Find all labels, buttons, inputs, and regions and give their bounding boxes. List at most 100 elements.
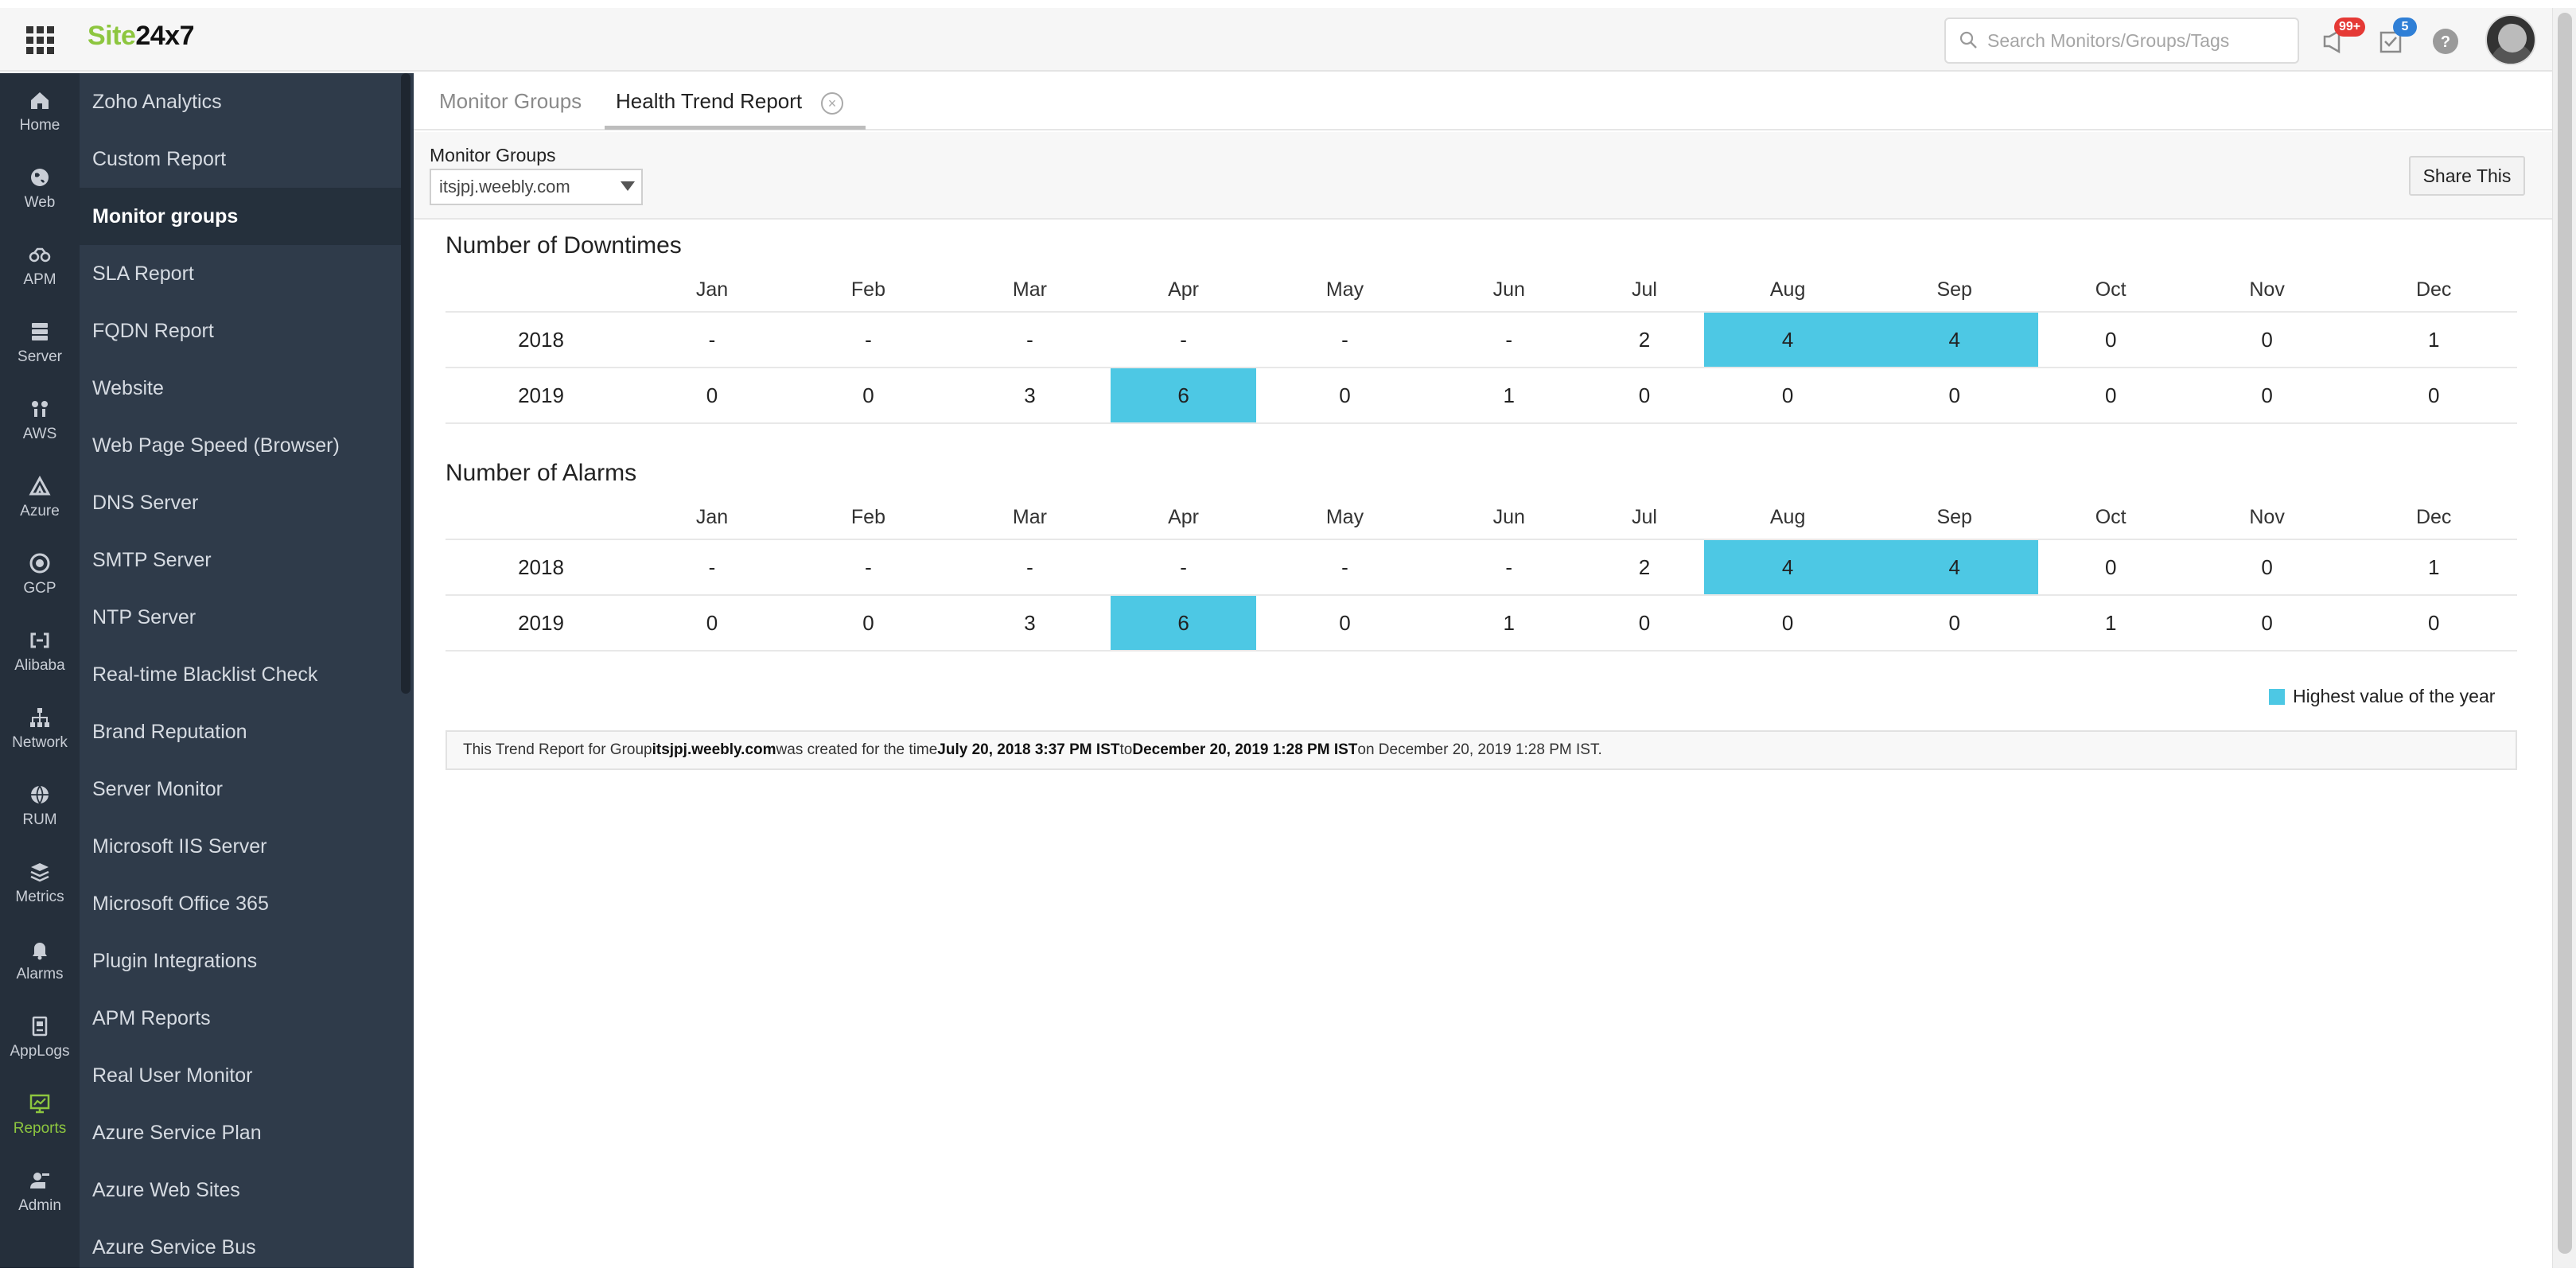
rail-item-server[interactable]: Server (0, 306, 80, 379)
globe-icon (31, 169, 49, 186)
sidebar-item-ntp-server[interactable]: NTP Server (92, 605, 197, 628)
value-cell: 0 (636, 368, 788, 424)
user-avatar[interactable] (2485, 14, 2536, 65)
svg-text:?: ? (2441, 33, 2450, 51)
info-to: December 20, 2019 1:28 PM IST (1132, 741, 1358, 758)
rail-item-metrics[interactable]: Metrics (0, 846, 80, 920)
value-cell: 3 (948, 368, 1111, 424)
alibaba-icon (30, 632, 49, 648)
value-cell: - (787, 312, 949, 368)
sidebar-item-real-time-blacklist-check[interactable]: Real-time Blacklist Check (92, 663, 318, 686)
rail-item-home[interactable]: Home (0, 75, 80, 148)
month-header-jan: Jan (636, 269, 788, 313)
value-cell: 6 (1110, 595, 1257, 652)
applogs-icon (32, 1016, 48, 1037)
rail-item-label: Admin (18, 1197, 61, 1214)
rail-item-alarms[interactable]: Alarms (0, 924, 80, 997)
primary-nav-rail: Home Web APM Server AWS Azure GCP Alibaba Networ… (0, 73, 80, 1268)
rum-icon (31, 785, 49, 804)
rail-item-admin[interactable]: Admin (0, 1155, 80, 1228)
value-cell: 0 (2037, 368, 2184, 424)
sidebar-item-server-monitor[interactable]: Server Monitor (92, 777, 223, 800)
year-cell: 2019 (446, 368, 636, 424)
page-scrollbar-thumb[interactable] (2558, 13, 2572, 1254)
sidebar-item-smtp-server[interactable]: SMTP Server (92, 548, 212, 571)
sidebar-item-website[interactable]: Website (92, 376, 164, 399)
sidebar-item-real-user-monitor[interactable]: Real User Monitor (92, 1064, 253, 1087)
month-header-aug: Aug (1704, 496, 1871, 540)
value-cell: - (1433, 539, 1585, 596)
rail-item-apm[interactable]: APM (0, 229, 80, 302)
rail-item-aws[interactable]: AWS (0, 383, 80, 457)
rail-item-gcp[interactable]: GCP (0, 538, 80, 611)
value-cell: 0 (1704, 595, 1871, 652)
legend-label: Highest value of the year (2293, 686, 2496, 706)
network-icon (30, 708, 49, 727)
month-header-jan: Jan (636, 496, 788, 540)
value-cell: 0 (1870, 368, 2038, 424)
sidebar-item-brand-reputation[interactable]: Brand Reputation (92, 720, 247, 743)
year-cell: 2018 (446, 539, 636, 596)
month-header-nov: Nov (2183, 269, 2351, 313)
month-header-apr: Apr (1110, 269, 1257, 313)
sidebar-item-sla-report[interactable]: SLA Report (92, 262, 194, 285)
sidebar-item-azure-service-plan[interactable]: Azure Service Plan (92, 1121, 262, 1144)
value-cell: 4 (1704, 312, 1871, 368)
rail-item-label: Network (12, 734, 68, 751)
value-cell: 0 (2183, 595, 2351, 652)
sidebar-item-azure-service-bus[interactable]: Azure Service Bus (92, 1235, 256, 1258)
tasks-button[interactable]: 5 (2376, 18, 2417, 57)
sidebar-item-monitor-groups[interactable]: Monitor groups (80, 188, 401, 245)
value-cell: - (1110, 312, 1257, 368)
rail-item-reports[interactable]: Reports (0, 1078, 80, 1151)
rail-item-rum[interactable]: RUM (0, 769, 80, 842)
rail-item-applogs[interactable]: AppLogs (0, 1001, 80, 1074)
search-icon (1959, 31, 1977, 49)
notifications-button[interactable]: 99+ (2318, 18, 2366, 57)
rail-item-label: Alibaba (14, 657, 65, 674)
sidebar-item-apm-reports[interactable]: APM Reports (92, 1006, 211, 1029)
sidebar-scrollbar[interactable] (401, 73, 411, 694)
month-header-nov: Nov (2183, 496, 2351, 540)
downtimes-table: Jan Feb Mar Apr May Jun Jul Aug Sep Oct Nov Dec 2018… (446, 269, 2517, 424)
rail-item-azure[interactable]: Azure (0, 461, 80, 534)
sidebar-item-web-page-speed-browser[interactable]: Web Page Speed (Browser) (92, 434, 340, 457)
rail-item-label: Azure (20, 503, 60, 519)
sidebar-item-plugin-integrations[interactable]: Plugin Integrations (92, 949, 258, 972)
table-row: 2018- - - - - -2 4 4 0 0 1 (446, 539, 2517, 596)
page-scrollbar[interactable] (2552, 8, 2576, 1268)
app-launcher-button[interactable] (0, 8, 80, 72)
rail-item-web[interactable]: Web (0, 152, 80, 225)
sidebar-item-microsoft-office-365[interactable]: Microsoft Office 365 (92, 892, 269, 915)
sidebar-item-azure-web-sites[interactable]: Azure Web Sites (92, 1178, 240, 1201)
sidebar-item-microsoft-iis-server[interactable]: Microsoft IIS Server (92, 834, 267, 858)
search-box[interactable] (1944, 18, 2299, 64)
month-header-feb: Feb (787, 269, 949, 313)
help-button[interactable]: ? (2430, 25, 2461, 57)
value-cell: 0 (1584, 595, 1705, 652)
sidebar-item-fqdn-report[interactable]: FQDN Report (92, 319, 214, 342)
announcement-icon (2323, 29, 2341, 54)
month-header-mar: Mar (948, 496, 1111, 540)
value-cell: 0 (2183, 368, 2351, 424)
value-cell: 4 (1704, 539, 1871, 596)
reports-icon (29, 1094, 50, 1114)
search-input[interactable] (1987, 29, 2282, 52)
monitor-group-select[interactable]: itsjpj.weebly.com (430, 169, 643, 205)
close-tab-icon[interactable]: × (821, 92, 843, 115)
value-cell: 0 (1256, 368, 1434, 424)
rail-item-network[interactable]: Network (0, 692, 80, 765)
site24x7-logo[interactable]: Site24x7 (88, 21, 194, 52)
share-this-button[interactable]: Share This (2409, 156, 2525, 196)
info-text-3: to (1119, 741, 1133, 758)
rail-item-alibaba[interactable]: Alibaba (0, 615, 80, 688)
tab-health-trend-report[interactable]: Health Trend Report (616, 89, 803, 113)
tab-monitor-groups[interactable]: Monitor Groups (439, 89, 582, 113)
value-cell: - (636, 539, 788, 596)
sidebar-item-dns-server[interactable]: DNS Server (92, 491, 199, 514)
sidebar-item-zoho-analytics[interactable]: Zoho Analytics (92, 90, 222, 113)
downtimes-title: Number of Downtimes (446, 232, 682, 259)
sidebar-item-custom-report[interactable]: Custom Report (92, 147, 227, 170)
tab-bar: Monitor Groups Health Trend Report × (414, 73, 2552, 130)
legend-swatch (2269, 688, 2285, 705)
